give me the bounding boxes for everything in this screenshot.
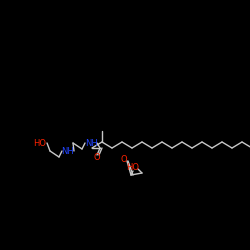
Text: HO: HO (126, 164, 140, 172)
Text: NH: NH (62, 146, 74, 156)
Text: O: O (94, 154, 100, 162)
Text: HO: HO (34, 138, 46, 147)
Text: O: O (121, 154, 127, 164)
Text: NH: NH (84, 138, 98, 147)
